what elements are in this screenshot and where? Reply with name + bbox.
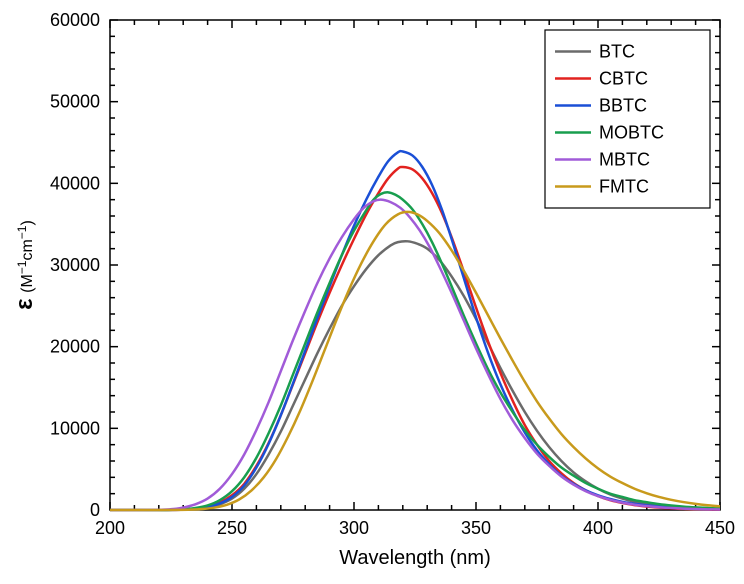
y-tick-label: 50000 — [50, 92, 100, 112]
legend-label: MOBTC — [599, 123, 664, 143]
legend-label: BTC — [599, 42, 635, 62]
spectrum-chart: 200 250 300 350 400 450 0 10000 20000 30000 40000 5… — [0, 0, 744, 584]
y-tick-label: 20000 — [50, 337, 100, 357]
series-MBTC — [110, 200, 720, 510]
y-tick-label: 10000 — [50, 418, 100, 438]
y-tick-label: 40000 — [50, 173, 100, 193]
legend-label: FMTC — [599, 177, 649, 197]
y-tick-label: 60000 — [50, 10, 100, 30]
series-BTC — [110, 241, 720, 510]
legend-label: BBTC — [599, 96, 647, 116]
series-CBTC — [110, 167, 720, 510]
x-tick-label: 250 — [217, 518, 247, 538]
legend-label: CBTC — [599, 69, 648, 89]
y-tick-label: 30000 — [50, 255, 100, 275]
x-axis-title: Wavelength (nm) — [339, 547, 491, 569]
y-axis-title: ε (M−1cm−1) — [11, 220, 38, 310]
x-tick-label: 450 — [705, 518, 735, 538]
legend-label: MBTC — [599, 150, 650, 170]
x-tick-label: 200 — [95, 518, 125, 538]
x-tick-label: 350 — [461, 518, 491, 538]
x-tick-label: 300 — [339, 518, 369, 538]
chart-svg: 200 250 300 350 400 450 0 10000 20000 30000 40000 5… — [0, 0, 744, 584]
series-FMTC — [110, 212, 720, 510]
series-MOBTC — [110, 192, 720, 510]
y-tick-label: 0 — [90, 500, 100, 520]
x-tick-label: 400 — [583, 518, 613, 538]
